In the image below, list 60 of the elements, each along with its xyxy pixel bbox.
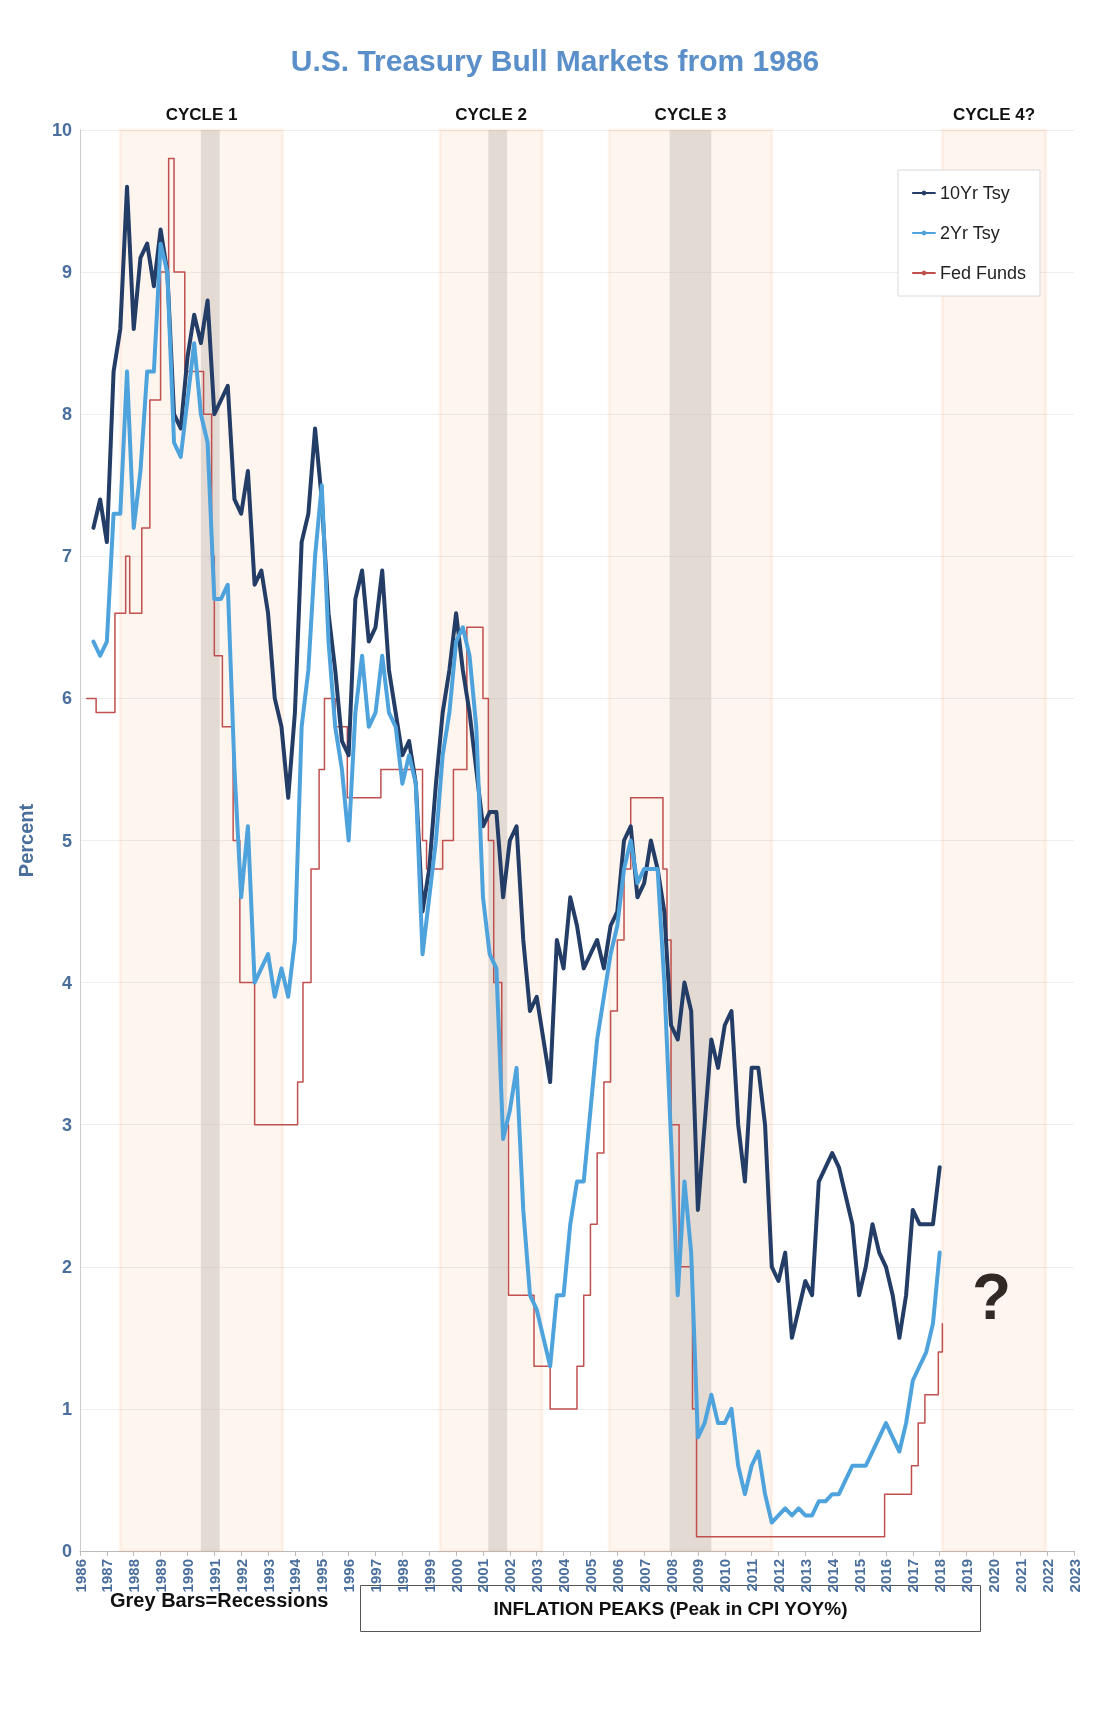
x-tick-label: 1999 bbox=[420, 1559, 438, 1593]
x-tick-label: 1990 bbox=[178, 1559, 196, 1593]
x-tick-label: 1996 bbox=[340, 1559, 358, 1593]
x-tick-label: 1997 bbox=[367, 1559, 385, 1593]
x-tick-label: 2001 bbox=[474, 1559, 492, 1593]
x-tick-label: 2018 bbox=[931, 1559, 949, 1593]
x-tick-label: 2017 bbox=[904, 1559, 922, 1593]
x-tick-label: 2022 bbox=[1038, 1559, 1056, 1593]
y-tick-label: 2 bbox=[61, 1256, 72, 1277]
legend-label: 2Yr Tsy bbox=[939, 223, 1000, 243]
y-tick-label: 8 bbox=[61, 404, 72, 425]
y-tick-label: 9 bbox=[61, 262, 72, 283]
x-tick-label: 2009 bbox=[689, 1559, 707, 1593]
y-tick-label: 3 bbox=[61, 1114, 72, 1135]
y-tick-label: 6 bbox=[61, 688, 72, 709]
x-tick-label: 2011 bbox=[743, 1559, 761, 1592]
y-tick-label: 4 bbox=[61, 972, 72, 993]
y-tick-label: 1 bbox=[61, 1398, 72, 1419]
band-label: CYCLE 3 bbox=[654, 104, 727, 124]
x-tick-label: 2015 bbox=[850, 1559, 868, 1593]
x-tick-label: 2012 bbox=[769, 1559, 787, 1593]
x-tick-label: 2023 bbox=[1065, 1559, 1083, 1593]
y-tick-label: 10 bbox=[51, 120, 72, 140]
x-tick-label: 2013 bbox=[796, 1559, 814, 1593]
x-tick-label: 1992 bbox=[232, 1559, 250, 1593]
x-tick-label: 2003 bbox=[528, 1559, 546, 1593]
x-tick-label: 2005 bbox=[581, 1559, 599, 1593]
y-axis-title: Percent bbox=[15, 803, 37, 878]
x-tick-label: 2008 bbox=[662, 1559, 680, 1593]
band-label: CYCLE 4? bbox=[952, 104, 1036, 124]
x-tick-label: 2019 bbox=[958, 1559, 976, 1593]
x-tick-label: 1998 bbox=[393, 1559, 411, 1593]
band-label: CYCLE 1 bbox=[165, 104, 238, 124]
x-tick-label: 2004 bbox=[555, 1558, 573, 1593]
y-tick-label: 7 bbox=[61, 546, 72, 567]
x-tick-label: 1991 bbox=[205, 1559, 223, 1593]
x-tick-label: 2016 bbox=[877, 1559, 895, 1593]
chart-title: U.S. Treasury Bull Markets from 1986 bbox=[290, 43, 820, 77]
text: INFLATION PEAKS (Peak in CPI YOY%) bbox=[493, 1598, 848, 1619]
x-tick-label: 2006 bbox=[608, 1559, 626, 1593]
x-tick-label: 1988 bbox=[125, 1559, 143, 1593]
legend-label: 10Yr Tsy bbox=[939, 183, 1010, 203]
x-tick-label: 2002 bbox=[501, 1559, 519, 1593]
x-tick-label: 2000 bbox=[447, 1559, 465, 1593]
x-tick-label: 1994 bbox=[286, 1558, 304, 1593]
x-tick-label: 1995 bbox=[313, 1559, 331, 1593]
x-tick-label: 2007 bbox=[635, 1559, 653, 1593]
line-series bbox=[91, 184, 942, 1340]
x-tick-label: 2014 bbox=[823, 1558, 841, 1593]
x-tick-label: 1993 bbox=[259, 1559, 277, 1593]
legend-label: Fed Funds bbox=[939, 263, 1026, 283]
y-tick-label: 5 bbox=[61, 830, 72, 851]
annotation: ? bbox=[972, 1261, 1012, 1333]
x-tick-label: 2021 bbox=[1011, 1559, 1029, 1593]
x-tick-label: 2020 bbox=[984, 1559, 1002, 1593]
x-tick-label: 1987 bbox=[98, 1559, 116, 1593]
x-tick-label: 1986 bbox=[71, 1559, 89, 1593]
x-tick-label: 2010 bbox=[716, 1559, 734, 1593]
y-tick-label: 0 bbox=[61, 1541, 72, 1561]
band-label: CYCLE 2 bbox=[455, 104, 527, 124]
